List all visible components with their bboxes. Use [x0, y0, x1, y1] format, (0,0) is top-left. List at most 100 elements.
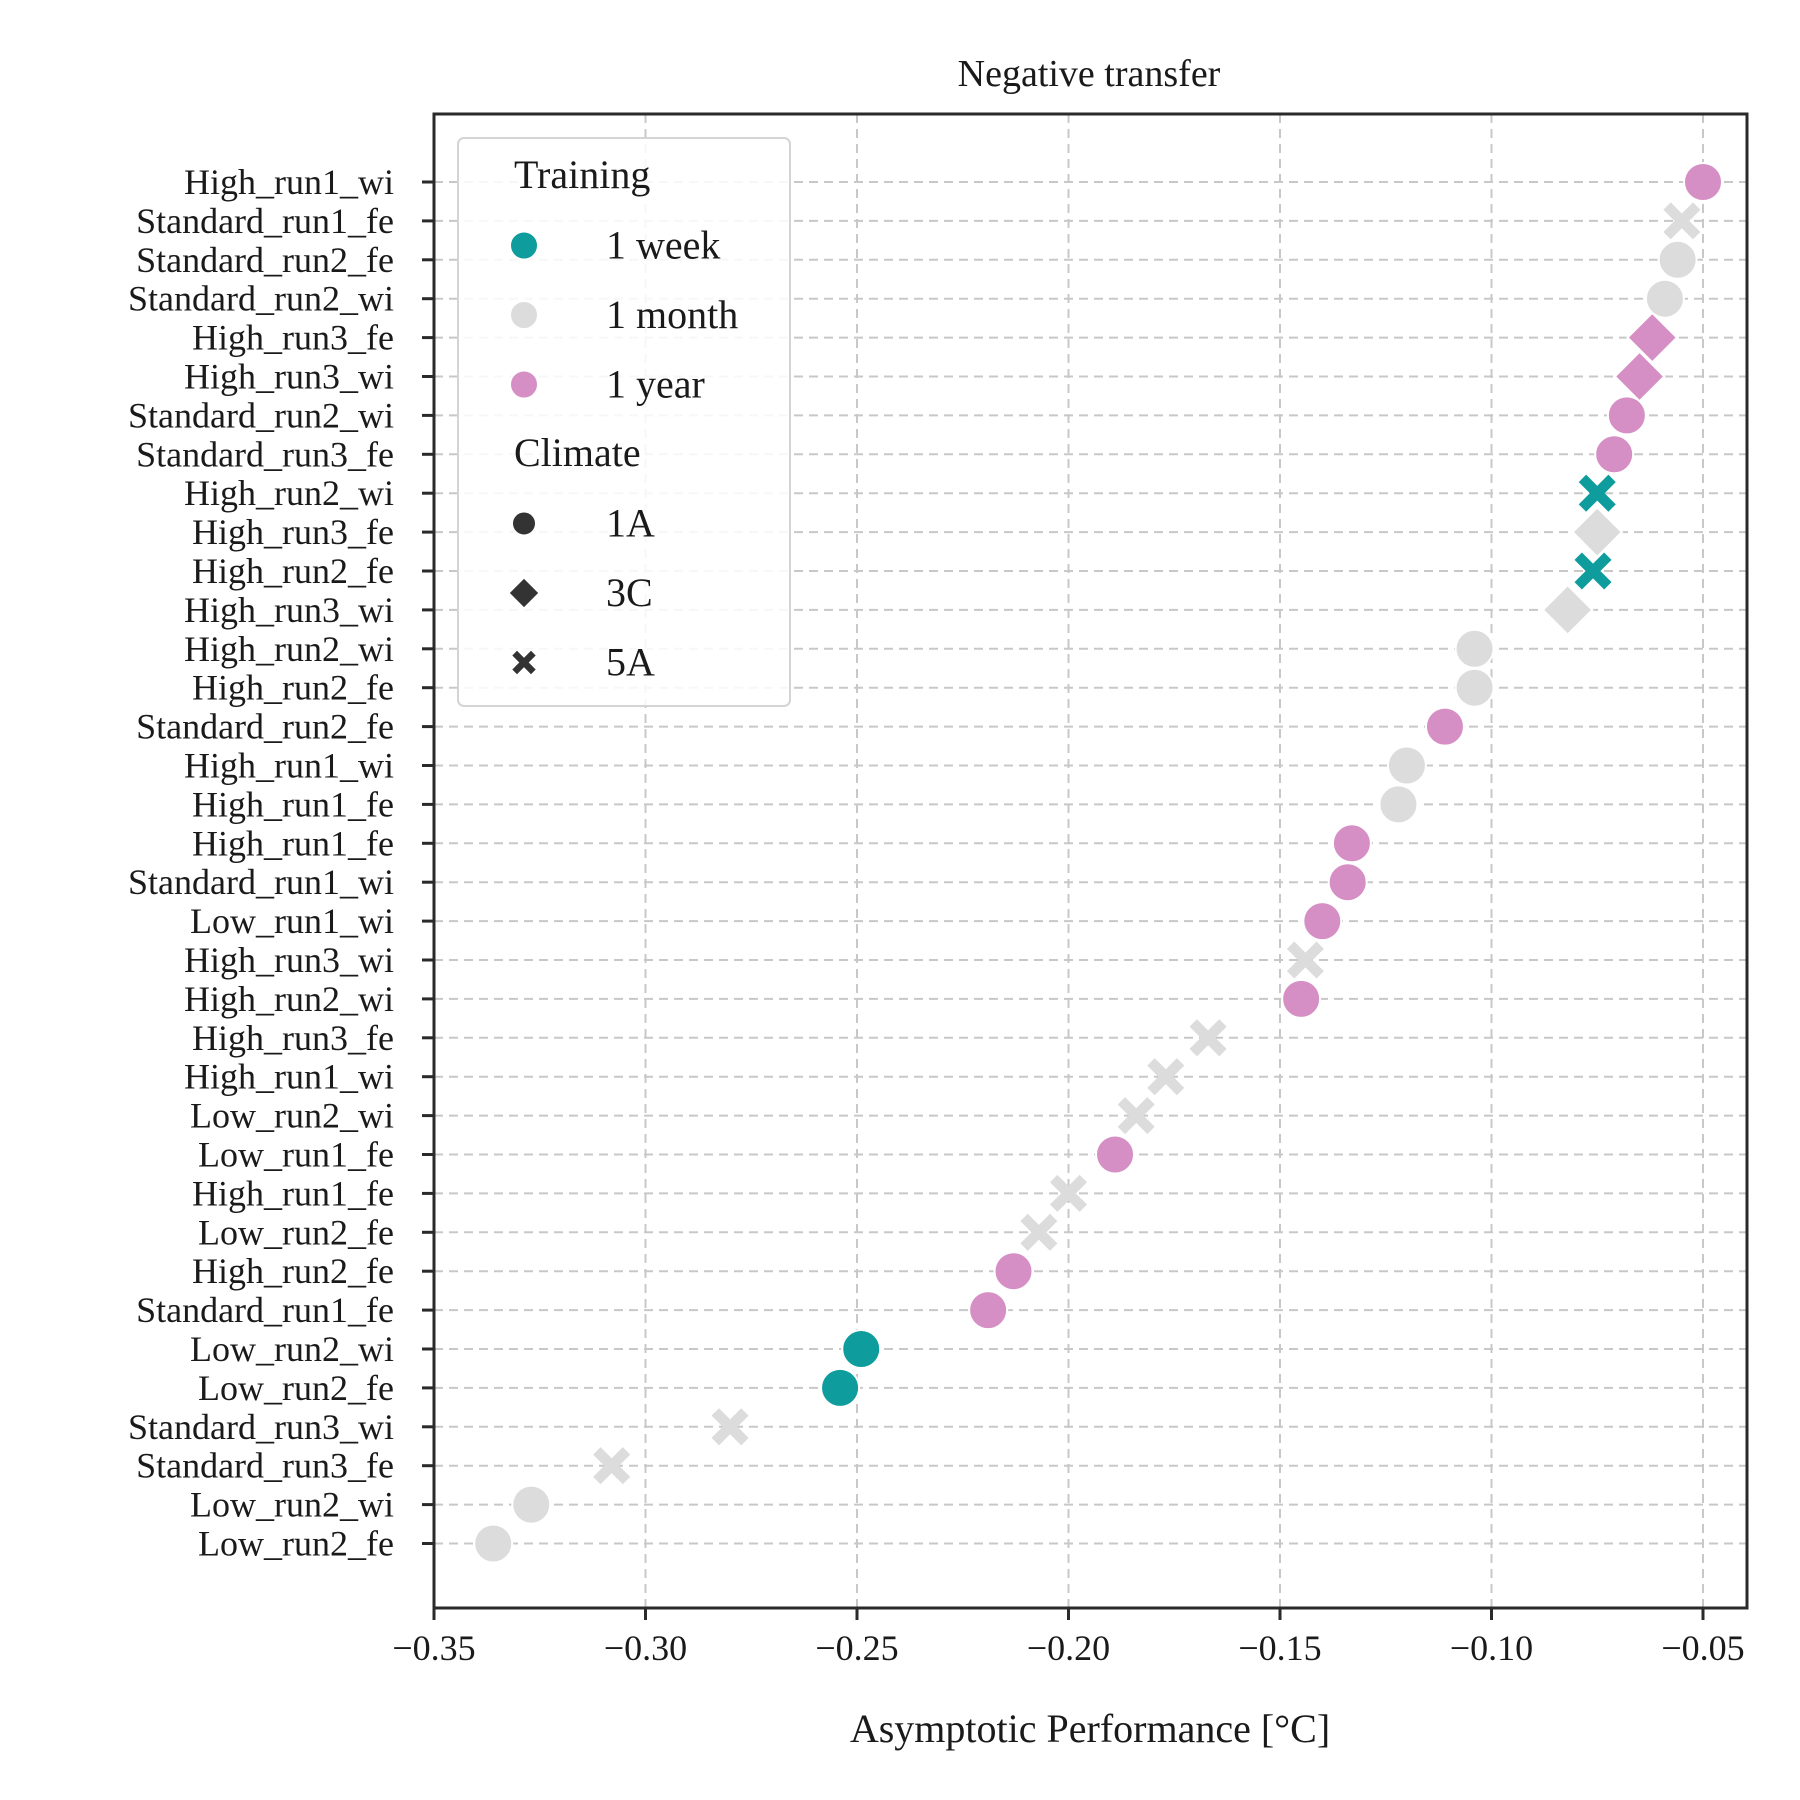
legend-marker-climate	[511, 510, 537, 537]
data-point	[1541, 583, 1594, 637]
y-tick-label: High_run1_wi	[184, 746, 394, 786]
y-tick-label: Low_run2_fe	[198, 1368, 394, 1408]
y-tick-label: High_run3_wi	[184, 357, 394, 397]
y-tick-label: High_run3_fe	[192, 318, 394, 358]
legend-label-climate: 5A	[606, 640, 655, 685]
y-tick-label: Low_run2_fe	[198, 1524, 394, 1564]
data-point	[593, 1447, 631, 1485]
y-tick-label: Standard_run2_fe	[136, 707, 394, 747]
y-tick-label: High_run3_wi	[184, 590, 394, 630]
data-point	[1626, 311, 1679, 364]
y-tick-label: High_run2_fe	[192, 668, 394, 708]
data-point	[711, 1408, 749, 1446]
data-point	[1327, 862, 1368, 903]
data-point	[1378, 784, 1419, 825]
legend-title-training: Training	[514, 152, 650, 197]
data-point	[1189, 1019, 1227, 1057]
y-tick-label: Standard_run3_fe	[136, 434, 394, 474]
data-point	[1095, 1134, 1136, 1175]
plot-frame	[432, 112, 1749, 1610]
legend-marker-climate	[512, 650, 536, 675]
y-tick-label: Standard_run3_fe	[136, 1446, 394, 1486]
x-tick-label: −0.20	[1027, 1628, 1110, 1668]
data-point	[968, 1290, 1009, 1331]
y-tick-label: Standard_run2_fe	[136, 240, 394, 280]
data-point	[1574, 552, 1612, 590]
y-tick-label: Low_run2_wi	[190, 1485, 394, 1525]
data-point	[1286, 941, 1324, 979]
y-tick-label: High_run1_wi	[184, 162, 394, 202]
x-axis-label: Asymptotic Performance [°C]	[850, 1706, 1330, 1751]
data-point	[1571, 505, 1624, 559]
y-tick-label: Standard_run1_wi	[128, 862, 394, 902]
y-tick-label: Standard_run2_wi	[128, 279, 394, 319]
x-tick-label: −0.15	[1238, 1628, 1321, 1668]
x-tick-label: −0.05	[1661, 1628, 1744, 1668]
data-point	[1683, 162, 1723, 202]
x-tick-label: −0.10	[1450, 1628, 1533, 1668]
data-point	[1147, 1058, 1185, 1096]
data-point	[1657, 239, 1698, 280]
y-tick-label: Standard_run1_fe	[136, 1290, 394, 1330]
y-tick-label: Standard_run1_fe	[136, 201, 394, 241]
y-tick-label: High_run1_fe	[192, 1173, 394, 1213]
x-tick-label: −0.25	[815, 1628, 898, 1668]
y-tick-label: High_run2_wi	[184, 629, 394, 669]
data-point	[1281, 978, 1322, 1019]
data-point	[1049, 1174, 1088, 1212]
y-tick-label: High_run1_fe	[192, 784, 394, 824]
y-tick-label: Low_run2_wi	[190, 1329, 394, 1369]
data-point	[1578, 474, 1616, 512]
y-tick-label: High_run2_wi	[184, 473, 394, 513]
legend-box	[457, 137, 791, 707]
chart-title: Negative transfer	[958, 53, 1221, 95]
x-tick-label: −0.35	[392, 1628, 475, 1668]
y-tick-label: Low_run1_wi	[190, 901, 394, 941]
y-axis: High_run1_wiStandard_run1_feStandard_run…	[128, 162, 434, 1564]
data-point	[511, 1484, 552, 1525]
data-point	[1454, 628, 1495, 669]
y-tick-label: High_run2_fe	[192, 1251, 394, 1291]
legend-title-climate: Climate	[514, 430, 641, 475]
data-point	[841, 1329, 882, 1369]
legend-marker-climate	[506, 575, 542, 611]
data-point	[1302, 901, 1343, 942]
legend-marker-training	[509, 369, 539, 400]
legend-label-training: 1 year	[606, 362, 705, 407]
data-point	[1386, 745, 1427, 786]
data-point	[473, 1523, 514, 1564]
y-tick-label: High_run2_fe	[192, 551, 394, 591]
x-axis: −0.35 −0.30 −0.25 −0.20 −0.15 −0.10 −0.05	[392, 1608, 1745, 1668]
data-points	[473, 162, 1723, 1564]
data-point	[993, 1251, 1034, 1292]
data-point	[1424, 706, 1465, 747]
data-point	[1331, 823, 1372, 864]
data-point	[1663, 202, 1701, 240]
data-point	[820, 1367, 861, 1408]
legend-marker-training	[509, 300, 539, 330]
legend-marker-training	[509, 230, 539, 261]
y-tick-label: High_run3_fe	[192, 1018, 394, 1058]
y-tick-label: High_run3_wi	[184, 940, 394, 980]
data-point	[1020, 1213, 1058, 1251]
data-point	[1117, 1097, 1155, 1135]
y-tick-label: Low_run1_fe	[198, 1135, 394, 1175]
y-tick-label: Standard_run3_wi	[128, 1407, 394, 1447]
legend: Training 1 week 1 month 1 year Climate 1A 3C 5A	[457, 137, 791, 707]
data-point	[1594, 434, 1635, 475]
y-tick-label: High_run1_wi	[184, 1057, 394, 1097]
y-tick-label: Low_run2_fe	[198, 1212, 394, 1252]
data-point	[1644, 278, 1685, 319]
y-tick-label: Standard_run2_wi	[128, 395, 394, 435]
x-tick-label: −0.30	[604, 1628, 687, 1668]
data-point	[1606, 395, 1647, 436]
y-tick-label: High_run1_fe	[192, 823, 394, 863]
y-tick-label: Low_run2_wi	[190, 1096, 394, 1136]
data-point	[1454, 667, 1495, 708]
legend-label-climate: 3C	[606, 570, 653, 615]
legend-label-training: 1 week	[606, 223, 720, 268]
y-tick-label: High_run3_fe	[192, 512, 394, 552]
y-tick-label: High_run2_wi	[184, 979, 394, 1019]
